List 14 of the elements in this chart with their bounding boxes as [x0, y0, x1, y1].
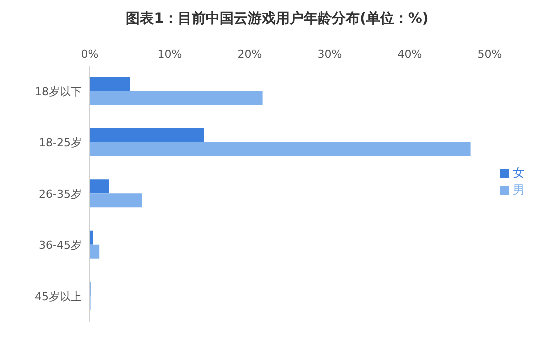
- x-tick-label: 50%: [478, 48, 502, 61]
- x-tick-label: 0%: [81, 48, 99, 61]
- legend-label: 女: [513, 166, 525, 180]
- y-tick-label: 45岁以上: [35, 290, 82, 304]
- x-tick-label: 10%: [158, 48, 182, 61]
- y-tick-label: 36-45岁: [39, 239, 82, 252]
- x-tick-label: 20%: [238, 48, 262, 61]
- y-tick-label: 26-35岁: [39, 188, 82, 201]
- chart-title: 图表1：目前中国云游戏用户年龄分布(单位：%): [125, 10, 430, 29]
- legend-label: 男: [513, 183, 525, 197]
- y-tick-label: 18岁以下: [35, 86, 82, 99]
- x-tick-label: 30%: [318, 48, 342, 61]
- y-tick-label: 18-25岁: [39, 136, 82, 150]
- x-tick-label: 40%: [398, 48, 422, 61]
